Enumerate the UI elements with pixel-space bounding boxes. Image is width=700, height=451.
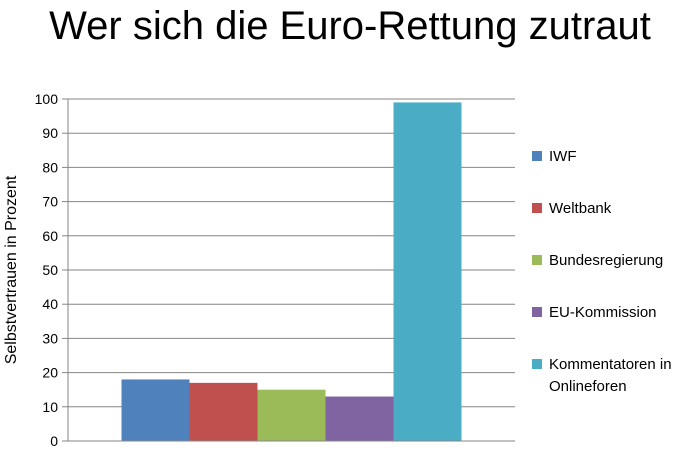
legend-swatch	[532, 203, 542, 213]
chart-title: Wer sich die Euro-Rettung zutraut	[49, 4, 651, 48]
bar-0	[121, 379, 190, 441]
legend-swatch	[532, 255, 542, 265]
y-tick-label: 0	[50, 433, 58, 449]
y-tick-label: 30	[42, 330, 58, 346]
y-tick-label: 100	[35, 91, 59, 107]
y-tick-label: 50	[42, 262, 58, 278]
y-tick-label: 60	[42, 228, 58, 244]
legend-swatch	[532, 151, 542, 161]
y-tick-label: 10	[42, 399, 58, 415]
y-tick-label: 90	[42, 125, 58, 141]
legend-label: EU-Kommission	[549, 304, 657, 321]
y-tick-label: 70	[42, 194, 58, 210]
legend-label: Kommentatoren in Onlineforen	[549, 356, 672, 395]
bar-1	[189, 382, 258, 441]
legend: IWF Weltbank Bundesregierung EU-Kommission K…	[532, 148, 672, 395]
y-tick-label: 40	[42, 296, 58, 312]
y-tick-labels: 0 10 20 30 40 50 60 70 80 90 100	[35, 91, 59, 449]
bar-4	[393, 102, 462, 442]
legend-label: Bundesregierung	[549, 252, 663, 269]
bar-2	[257, 389, 326, 441]
legend-label: IWF	[549, 148, 577, 165]
legend-label: Weltbank	[549, 200, 612, 217]
legend-swatch	[532, 307, 542, 317]
y-tick-label: 20	[42, 365, 58, 381]
bar-3	[325, 396, 394, 441]
legend-swatch	[532, 359, 542, 369]
y-tick-label: 80	[42, 159, 58, 175]
bars	[121, 102, 462, 442]
y-axis-label: Selbstvertrauen in Prozent	[3, 175, 20, 364]
axes	[62, 98, 515, 442]
